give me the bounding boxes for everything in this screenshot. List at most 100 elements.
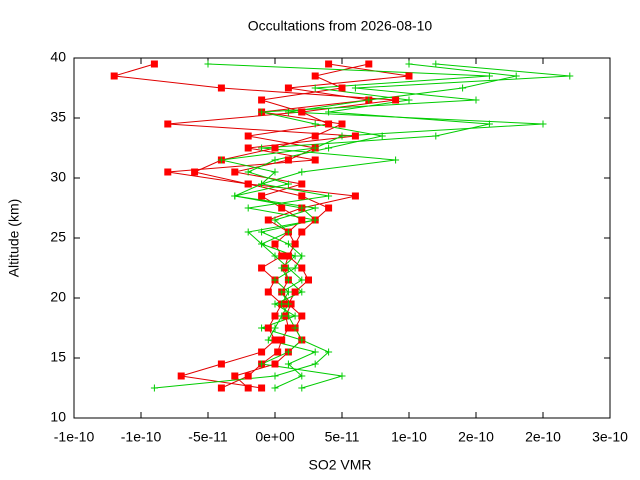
point bbox=[298, 372, 306, 380]
point bbox=[298, 384, 306, 392]
point bbox=[271, 324, 279, 332]
point bbox=[231, 372, 239, 380]
point bbox=[298, 228, 306, 236]
point bbox=[244, 228, 252, 236]
point bbox=[271, 276, 279, 284]
point bbox=[150, 384, 158, 392]
point bbox=[311, 156, 319, 164]
point bbox=[164, 168, 172, 176]
point bbox=[311, 120, 319, 128]
point bbox=[217, 156, 225, 164]
point bbox=[325, 144, 333, 152]
point bbox=[271, 312, 279, 320]
point bbox=[378, 132, 386, 140]
point bbox=[278, 336, 286, 344]
point bbox=[325, 204, 333, 212]
point bbox=[365, 96, 373, 104]
point bbox=[258, 348, 266, 356]
point bbox=[298, 168, 306, 176]
point bbox=[278, 204, 286, 212]
point bbox=[351, 84, 359, 92]
point bbox=[298, 180, 306, 188]
y-tick-label: 15 bbox=[50, 349, 66, 365]
point bbox=[150, 60, 158, 68]
chart-title: Occultations from 2026-08-10 bbox=[248, 18, 433, 34]
x-tick-label: -1e-10 bbox=[54, 429, 95, 445]
profile-line bbox=[221, 63, 544, 389]
point bbox=[204, 60, 212, 68]
point bbox=[298, 204, 306, 212]
point bbox=[244, 168, 252, 176]
point bbox=[284, 84, 292, 92]
point bbox=[472, 96, 480, 104]
x-tick-label: 1e-10 bbox=[391, 429, 427, 445]
point bbox=[311, 348, 319, 356]
point bbox=[351, 192, 359, 200]
profile-line bbox=[207, 63, 490, 389]
y-tick-label: 35 bbox=[50, 109, 66, 125]
point bbox=[284, 300, 292, 308]
point bbox=[271, 240, 279, 248]
point bbox=[258, 108, 266, 116]
point bbox=[258, 264, 266, 272]
point bbox=[298, 108, 306, 116]
point bbox=[278, 264, 286, 272]
point bbox=[110, 72, 118, 80]
point bbox=[298, 192, 306, 200]
point bbox=[271, 372, 279, 380]
point bbox=[284, 108, 292, 116]
point bbox=[512, 72, 520, 80]
point bbox=[298, 336, 306, 344]
point bbox=[405, 72, 413, 80]
point bbox=[231, 168, 239, 176]
point bbox=[298, 252, 306, 260]
point bbox=[258, 180, 266, 188]
point bbox=[217, 84, 225, 92]
point bbox=[325, 120, 333, 128]
point bbox=[338, 120, 346, 128]
point bbox=[338, 84, 346, 92]
point bbox=[291, 312, 299, 320]
point bbox=[566, 72, 574, 80]
point bbox=[291, 288, 299, 296]
point bbox=[284, 360, 292, 368]
point bbox=[405, 96, 413, 104]
x-tick-label: 0e+00 bbox=[255, 429, 295, 445]
point bbox=[271, 156, 279, 164]
point bbox=[311, 204, 319, 212]
x-tick-label: 2e-10 bbox=[458, 429, 494, 445]
point bbox=[338, 372, 346, 380]
point bbox=[284, 156, 292, 164]
point bbox=[274, 348, 282, 356]
point bbox=[271, 336, 279, 344]
point bbox=[217, 360, 225, 368]
point bbox=[258, 228, 266, 236]
x-tick-label: -5e-11 bbox=[188, 429, 228, 445]
point bbox=[244, 132, 252, 140]
point bbox=[244, 180, 252, 188]
y-tick-label: 25 bbox=[50, 229, 66, 245]
point bbox=[258, 360, 266, 368]
point bbox=[217, 384, 225, 392]
point bbox=[284, 264, 292, 272]
point bbox=[284, 348, 292, 356]
point bbox=[291, 324, 299, 332]
point bbox=[271, 384, 279, 392]
point bbox=[351, 132, 359, 140]
point bbox=[311, 360, 319, 368]
point bbox=[264, 324, 272, 332]
point bbox=[258, 144, 266, 152]
point bbox=[298, 288, 306, 296]
profile-line bbox=[154, 63, 570, 389]
point bbox=[311, 72, 319, 80]
point bbox=[392, 96, 400, 104]
point bbox=[298, 216, 306, 224]
x-tick-label: 3e-10 bbox=[592, 429, 628, 445]
point bbox=[284, 276, 292, 284]
point bbox=[338, 132, 346, 140]
x-axis-label: SO2 VMR bbox=[308, 457, 371, 473]
point bbox=[271, 300, 279, 308]
point bbox=[264, 216, 272, 224]
point bbox=[539, 120, 547, 128]
